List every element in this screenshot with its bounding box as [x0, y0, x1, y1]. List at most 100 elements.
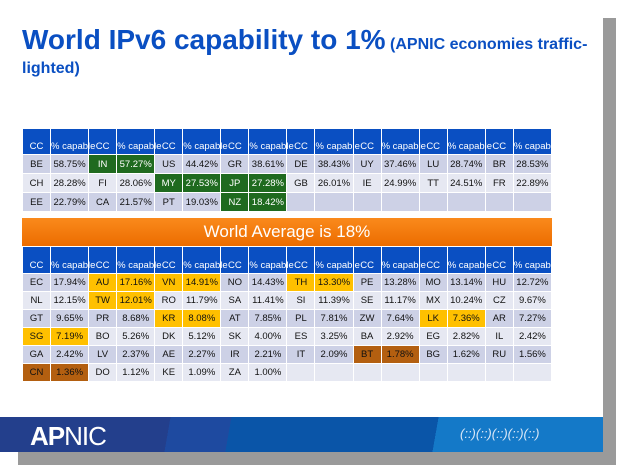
header-cc: CC [88, 246, 118, 274]
table-row: SG 7.19% BO 5.26% DK 5.12% SK 4.00% ES 3.25% BA 2.9… [21, 327, 553, 346]
cell-country-code: GA [21, 345, 52, 364]
cell-percent-capable: 44.42% [182, 154, 222, 174]
header-cc: CC [220, 128, 250, 155]
cell-country-code: MX [418, 291, 448, 310]
cell-percent-capable: 18.42% [248, 192, 288, 212]
cell-percent-capable: 13.30% [314, 273, 354, 292]
cell-country-code: CA [88, 192, 118, 212]
cell-country-code: HU [484, 273, 514, 292]
header-cc: CC [286, 128, 316, 155]
cell-country-code: PR [88, 309, 118, 328]
cell-country-code: LU [418, 154, 448, 174]
cell-country-code: IT [286, 345, 316, 364]
cell-percent-capable: 2.21% [248, 345, 288, 364]
header-cc: CC [418, 246, 448, 274]
cell-percent-capable: 8.68% [116, 309, 156, 328]
title-sub: (APNIC economies traffic-lighted) [22, 36, 588, 77]
cell-country-code: DO [88, 363, 118, 382]
cell-country-code: EC [21, 273, 52, 292]
cell-percent-capable: 24.99% [380, 173, 420, 193]
header-cc: CC [352, 246, 382, 274]
cell-percent-capable: 27.53% [182, 173, 222, 193]
header-pct: % capable [116, 246, 162, 274]
cell-percent-capable: 10.24% [446, 291, 486, 310]
cell-percent-capable: 1.78% [380, 345, 420, 364]
cell-percent-capable: 7.81% [314, 309, 354, 328]
cell-percent-capable: 1.36% [50, 363, 90, 382]
header-pct: % capable [314, 128, 360, 155]
cell-percent-capable: 2.82% [446, 327, 486, 346]
cell-country-code [352, 363, 382, 382]
cell-percent-capable [512, 363, 553, 382]
cell-country-code: MO [418, 273, 448, 292]
cell-percent-capable: 24.51% [446, 173, 486, 193]
cell-percent-capable: 26.01% [314, 173, 354, 193]
cell-country-code: TH [286, 273, 316, 292]
cell-country-code: NL [21, 291, 52, 310]
cell-percent-capable: 1.00% [248, 363, 288, 382]
header-cc: CC [154, 246, 184, 274]
header-pct: % capable [248, 246, 294, 274]
cell-percent-capable: 12.01% [116, 291, 156, 310]
cell-percent-capable: 14.91% [182, 273, 222, 292]
cell-country-code: LV [88, 345, 118, 364]
cell-percent-capable: 28.74% [446, 154, 486, 174]
cell-percent-capable: 2.09% [314, 345, 354, 364]
cell-country-code: AR [484, 309, 514, 328]
cell-percent-capable: 8.08% [182, 309, 222, 328]
cell-percent-capable: 2.37% [116, 345, 156, 364]
header-cc: CC [154, 128, 184, 155]
table-row: NL 12.15% TW 12.01% RO 11.79% SA 11.41% SI 11.39%… [21, 291, 553, 310]
cell-percent-capable: 7.64% [380, 309, 420, 328]
cell-percent-capable: 12.15% [50, 291, 90, 310]
cell-percent-capable: 11.79% [182, 291, 222, 310]
cell-country-code: JP [220, 173, 250, 193]
cell-country-code: CH [21, 173, 52, 193]
header-pct: % capable [50, 246, 95, 274]
cell-percent-capable: 5.12% [182, 327, 222, 346]
cell-percent-capable: 2.27% [182, 345, 222, 364]
header-pct: % capable [314, 246, 360, 274]
cell-percent-capable: 38.43% [314, 154, 354, 174]
cell-country-code: AU [88, 273, 118, 292]
cell-country-code: VN [154, 273, 184, 292]
cell-country-code [418, 363, 448, 382]
cell-country-code: GT [21, 309, 52, 328]
cell-country-code [352, 192, 382, 212]
cell-percent-capable: 28.53% [512, 154, 553, 174]
cell-percent-capable: 38.61% [248, 154, 288, 174]
cell-percent-capable [446, 363, 486, 382]
cell-country-code: LK [418, 309, 448, 328]
cell-country-code: PT [154, 192, 184, 212]
logo-bold: AP [30, 421, 65, 451]
cell-country-code: MY [154, 173, 184, 193]
cell-percent-capable: 37.46% [380, 154, 420, 174]
slide: World IPv6 capability to 1% (APNIC econo… [0, 25, 603, 452]
cell-country-code: SA [220, 291, 250, 310]
cell-percent-capable: 22.79% [50, 192, 90, 212]
cell-country-code: EE [21, 192, 52, 212]
cell-country-code: ES [286, 327, 316, 346]
cell-percent-capable: 21.57% [116, 192, 156, 212]
table-row: EC 17.94% AU 17.16% VN 14.91% NO 14.43% TH 13.30%… [21, 273, 553, 292]
cell-percent-capable [314, 363, 354, 382]
table-row: EE 22.79% CA 21.57% PT 19.03% NZ 18.42% [21, 192, 553, 212]
cell-country-code: ZA [220, 363, 250, 382]
cell-percent-capable: 11.17% [380, 291, 420, 310]
cell-country-code: FI [88, 173, 118, 193]
header-pct: % capable [512, 128, 558, 155]
header-pct: % capable [512, 246, 558, 274]
cell-country-code: TT [418, 173, 448, 193]
header-row: CC% capable CC% capable CC% capable CC% cap… [21, 128, 558, 155]
cell-percent-capable: 7.27% [512, 309, 553, 328]
header-cc: CC [21, 246, 52, 274]
slide-title: World IPv6 capability to 1% (APNIC econo… [22, 26, 592, 81]
cell-country-code: SI [286, 291, 316, 310]
table-row: GA 2.42% LV 2.37% AE 2.27% IR 2.21% IT 2.09% BT 1.7… [21, 345, 553, 364]
logo-rest: NIC [64, 421, 107, 451]
ipv6-mark-icon: (::)(::)(::)(::)(::) [460, 426, 540, 441]
cell-percent-capable: 1.56% [512, 345, 553, 364]
table-row: CN 1.36% DO 1.12% KE 1.09% ZA 1.00% [21, 363, 553, 382]
cell-percent-capable: 28.28% [50, 173, 90, 193]
cell-country-code: SK [220, 327, 250, 346]
